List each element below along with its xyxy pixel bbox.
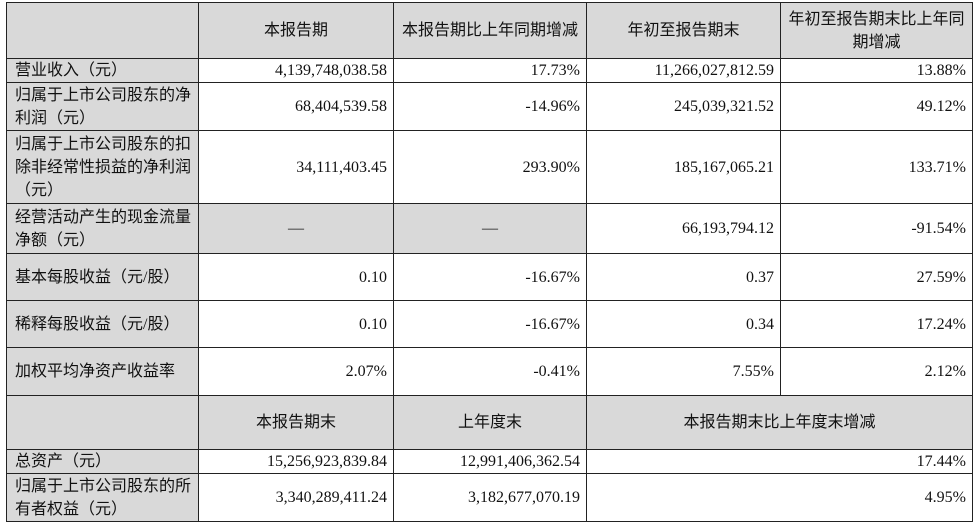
header-row-2: 本报告期末 上年度末 本报告期末比上年度末增减 xyxy=(6,395,973,450)
table-cell: 15,256,923,839.84 xyxy=(198,449,394,474)
table-cell: 11,266,027,812.59 xyxy=(586,58,781,83)
column-header: 本报告期比上年同期增减 xyxy=(393,2,587,59)
table-cell: 3,340,289,411.24 xyxy=(198,473,394,522)
table-row: 基本每股收益（元/股） 0.10 -16.67% 0.37 27.59% xyxy=(6,253,973,301)
table-row: 归属于上市公司股东的净利润（元） 68,404,539.58 -14.96% 245,… xyxy=(6,82,973,131)
header-row: 本报告期 本报告期比上年同期增减 年初至报告期末 年初至报告期末比上年同期增减 xyxy=(6,2,973,59)
table-cell: 0.34 xyxy=(586,300,781,348)
row-label: 稀释每股收益（元/股） xyxy=(6,300,199,348)
column-header: 本报告期末比上年度末增减 xyxy=(586,395,973,450)
table-cell: 66,193,794.12 xyxy=(586,203,781,254)
table-cell: 4.95% xyxy=(586,473,973,522)
column-header xyxy=(6,395,199,450)
row-label: 归属于上市公司股东的扣除非经常性损益的净利润（元） xyxy=(6,130,199,204)
row-label: 基本每股收益（元/股） xyxy=(6,253,199,301)
column-header: 本报告期 xyxy=(198,2,394,59)
table-cell: 4,139,748,038.58 xyxy=(198,58,394,83)
column-header xyxy=(6,2,199,59)
table-cell: 0.10 xyxy=(198,253,394,301)
column-header: 年初至报告期末 xyxy=(586,2,781,59)
table-cell: 17.24% xyxy=(780,300,973,348)
table-row: 营业收入（元） 4,139,748,038.58 17.73% 11,266,027,… xyxy=(6,58,973,83)
row-label: 总资产（元） xyxy=(6,449,199,474)
table-cell: 2.07% xyxy=(198,347,394,396)
table-row: 归属于上市公司股东的扣除非经常性损益的净利润（元） 34,111,403.45 29… xyxy=(6,130,973,204)
table-cell: -16.67% xyxy=(393,300,587,348)
table-cell: 34,111,403.45 xyxy=(198,130,394,204)
table-row: 归属于上市公司股东的所有者权益（元） 3,340,289,411.24 3,182,… xyxy=(6,473,973,522)
table-cell: 17.44% xyxy=(586,449,973,474)
table-cell: 133.71% xyxy=(780,130,973,204)
table-cell: -0.41% xyxy=(393,347,587,396)
table-row: 经营活动产生的现金流量净额（元） — —66,193,794.12 -91.54% xyxy=(6,203,973,254)
table-cell: 2.12% xyxy=(780,347,973,396)
table-cell: — xyxy=(393,203,587,254)
financial-summary-table: 本报告期 本报告期比上年同期增减 年初至报告期末 年初至报告期末比上年同期增减 营业收入… xyxy=(6,2,973,522)
column-header: 上年度末 xyxy=(393,395,587,450)
table-cell: 0.37 xyxy=(586,253,781,301)
table-cell: -14.96% xyxy=(393,82,587,131)
table-cell: 68,404,539.58 xyxy=(198,82,394,131)
table-cell: 13.88% xyxy=(780,58,973,83)
table-cell: 7.55% xyxy=(586,347,781,396)
column-header: 本报告期末 xyxy=(198,395,394,450)
table-row: 总资产（元） 15,256,923,839.84 12,991,406,362.54… xyxy=(6,449,973,474)
table-cell: 12,991,406,362.54 xyxy=(393,449,587,474)
row-label: 归属于上市公司股东的所有者权益（元） xyxy=(6,473,199,522)
table-cell: 245,039,321.52 xyxy=(586,82,781,131)
table-cell: 27.59% xyxy=(780,253,973,301)
table-cell: 17.73% xyxy=(393,58,587,83)
table-cell: 185,167,065.21 xyxy=(586,130,781,204)
row-label: 经营活动产生的现金流量净额（元） xyxy=(6,203,199,254)
table-cell: -91.54% xyxy=(780,203,973,254)
table-cell: 293.90% xyxy=(393,130,587,204)
table-cell: 0.10 xyxy=(198,300,394,348)
row-label: 加权平均净资产收益率 xyxy=(6,347,199,396)
table-cell: -16.67% xyxy=(393,253,587,301)
table-row: 稀释每股收益（元/股） 0.10 -16.67% 0.34 17.24% xyxy=(6,300,973,348)
table-row: 加权平均净资产收益率 2.07% -0.41% 7.55% 2.12% xyxy=(6,347,973,396)
table-cell: — xyxy=(198,203,394,254)
row-label: 营业收入（元） xyxy=(6,58,199,83)
table-cell: 3,182,677,070.19 xyxy=(393,473,587,522)
table-cell: 49.12% xyxy=(780,82,973,131)
column-header: 年初至报告期末比上年同期增减 xyxy=(780,2,973,59)
row-label: 归属于上市公司股东的净利润（元） xyxy=(6,82,199,131)
